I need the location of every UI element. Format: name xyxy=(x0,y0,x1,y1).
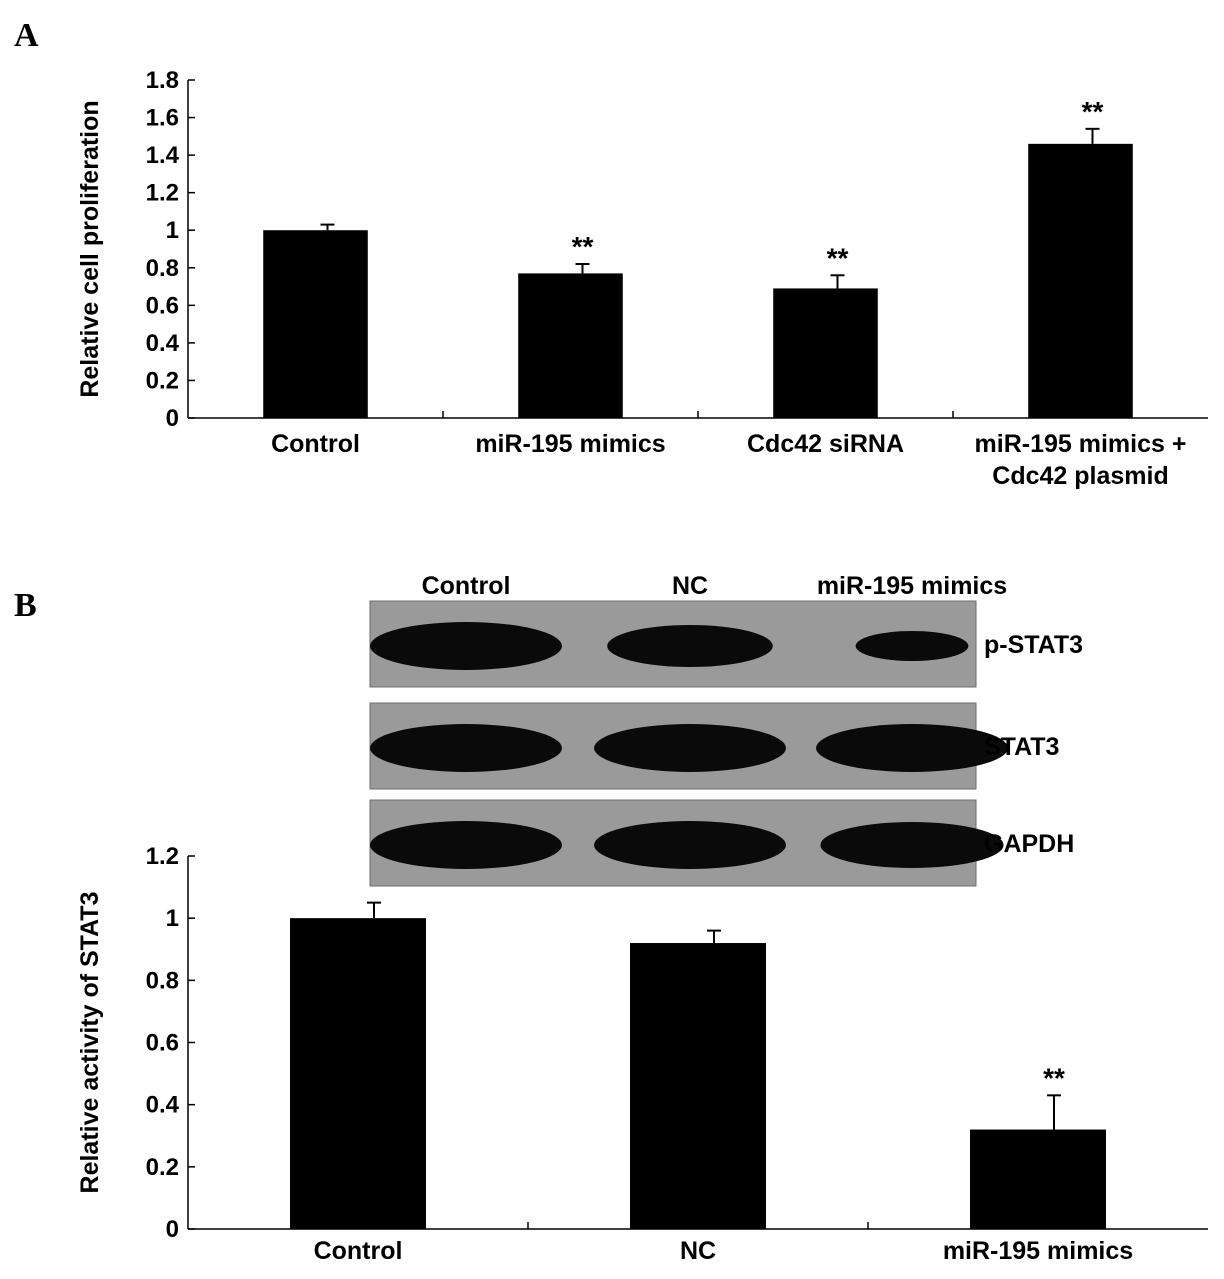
y-tick-label: 0.8 xyxy=(146,255,179,282)
blot-band xyxy=(594,724,786,772)
x-tick-label: miR-195 mimics xyxy=(943,1237,1133,1265)
x-tick-label: Cdc42 plasmid xyxy=(992,462,1168,490)
y-tick-label: 1.8 xyxy=(146,67,179,94)
chart-b: 0 0.2 0.4 0.6 0.8 1 1.2 Control NC ** miR-195 mimi… xyxy=(76,843,1208,1265)
y-tick-label: 1.2 xyxy=(146,843,179,870)
y-tick-label: 0.4 xyxy=(146,1092,180,1119)
panel-b-letter: B xyxy=(14,587,37,624)
blot-band xyxy=(370,724,562,772)
chart-a: 0 0.2 0.4 0.6 0.8 1 1.2 1.4 1.6 1.8 Control ** miR-1… xyxy=(76,67,1208,490)
y-tick-label: 0.2 xyxy=(146,367,179,394)
y-tick-label: 1.4 xyxy=(146,142,180,169)
blot-band xyxy=(855,631,969,661)
y-axis-title: Relative cell proliferation xyxy=(76,100,104,397)
western-blot: Control NC miR-195 mimics p-STAT3 STAT3 GAPDH xyxy=(369,572,1083,887)
x-tick-label: miR-195 mimics + xyxy=(975,430,1187,458)
blot-band xyxy=(370,622,562,670)
blot-band xyxy=(594,821,786,869)
x-tick-label: Control xyxy=(314,1237,403,1265)
y-tick-label: 0.8 xyxy=(146,967,179,994)
blot-band xyxy=(370,821,562,869)
y-tick-label: 0.2 xyxy=(146,1154,179,1181)
blot-lane-label: miR-195 mimics xyxy=(817,572,1007,600)
bar xyxy=(518,273,623,418)
y-tick-label: 0.6 xyxy=(146,292,179,319)
bar xyxy=(1028,143,1133,418)
y-tick-label: 1 xyxy=(166,217,179,244)
significance-marker: ** xyxy=(827,242,849,273)
significance-marker: ** xyxy=(572,231,594,262)
x-tick-label: Control xyxy=(271,430,360,458)
bar xyxy=(263,230,368,418)
y-tick-label: 1.2 xyxy=(146,180,179,207)
blot-row-label: STAT3 xyxy=(984,733,1059,761)
y-tick-label: 1 xyxy=(166,905,179,932)
blot-lane-label: Control xyxy=(422,572,511,600)
x-tick-label: Cdc42 siRNA xyxy=(747,430,904,458)
blot-band xyxy=(820,822,1004,868)
bar xyxy=(773,288,878,418)
y-tick-label: 1.6 xyxy=(146,105,179,132)
bar xyxy=(630,943,766,1229)
y-axis-title: Relative activity of STAT3 xyxy=(76,892,104,1194)
x-tick-label: miR-195 mimics xyxy=(475,430,665,458)
blot-row-label: p-STAT3 xyxy=(984,631,1083,659)
y-tick-label: 0 xyxy=(166,405,179,432)
significance-marker: ** xyxy=(1043,1062,1065,1093)
x-tick-label: NC xyxy=(680,1237,716,1265)
y-tick-label: 0.6 xyxy=(146,1030,179,1057)
bar xyxy=(290,918,426,1229)
blot-band xyxy=(816,724,1008,772)
y-tick-label: 0.4 xyxy=(146,330,180,357)
blot-row-label: GAPDH xyxy=(984,830,1074,858)
panel-a-letter: A xyxy=(14,17,39,54)
significance-marker: ** xyxy=(1082,96,1104,127)
y-tick-label: 0 xyxy=(166,1216,179,1243)
blot-lane-label: NC xyxy=(672,572,708,600)
bar xyxy=(970,1129,1106,1229)
blot-band xyxy=(607,625,773,667)
